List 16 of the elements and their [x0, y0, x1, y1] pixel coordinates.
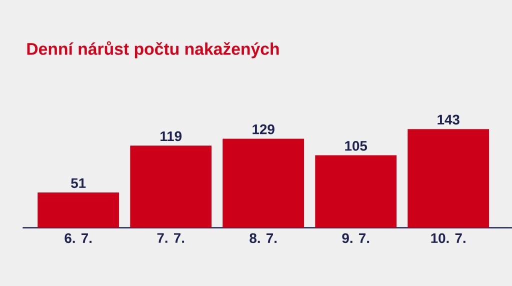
bar: [222, 138, 304, 228]
x-tick-label: 9. 7.: [342, 233, 370, 243]
bar: [130, 145, 212, 228]
x-tick-label: 7. 7.: [157, 233, 184, 243]
x-tick-label: 10. 7.: [431, 233, 466, 243]
data-label: 143: [438, 114, 460, 124]
x-tick-label: 6. 7.: [64, 233, 92, 243]
bar: [315, 155, 397, 228]
data-label: 105: [345, 140, 368, 151]
data-label: 51: [71, 178, 86, 188]
chart-title: Denní nárůst počtu nakažených: [27, 41, 279, 58]
x-tick-label: 8. 7.: [250, 233, 277, 243]
data-label: 119: [160, 131, 182, 141]
bar: [38, 192, 120, 228]
data-label: 129: [252, 124, 274, 134]
bar: [408, 128, 490, 228]
